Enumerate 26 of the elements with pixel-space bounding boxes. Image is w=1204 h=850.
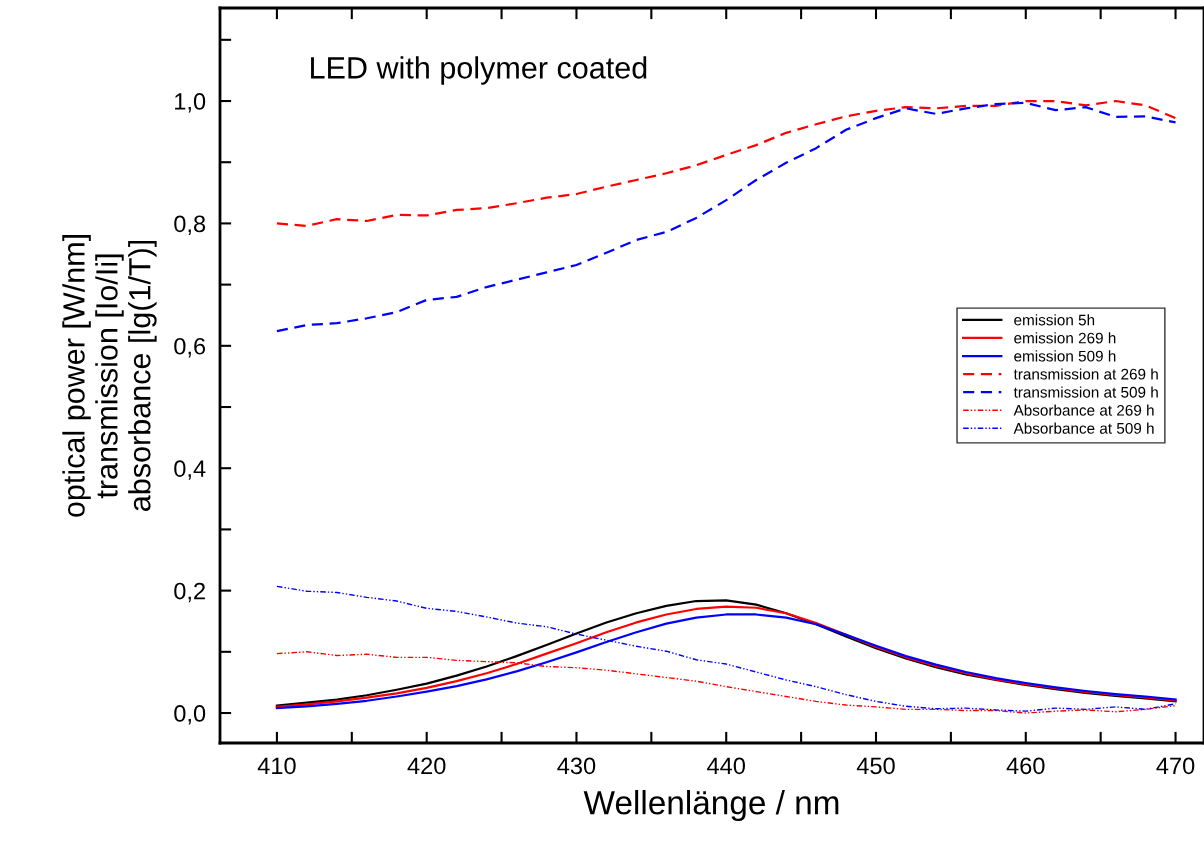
- x-tick-label: 440: [707, 757, 745, 775]
- y-tick-label: 0,8: [174, 215, 206, 235]
- y-tick-label: 0,0: [174, 705, 206, 725]
- x-tick-label: 430: [557, 757, 596, 775]
- legend-label: Absorbance at 509 h: [1013, 422, 1154, 434]
- y-tick-label: 0,2: [174, 582, 205, 603]
- text: LED with polymer coated: [311, 56, 647, 85]
- x-tick-label: 470: [1156, 757, 1195, 775]
- legend-label: transmission at 269 h: [1013, 368, 1158, 380]
- x-tick-label: 410: [257, 757, 296, 775]
- legend-label: emission 269 h: [1014, 332, 1116, 344]
- x-tick-label: 460: [1006, 757, 1045, 775]
- x-tick-label: 450: [856, 757, 895, 775]
- line-series: [276, 585, 1177, 712]
- x-tick-label: 420: [407, 757, 446, 775]
- y-tick-label: 0,6: [174, 337, 206, 358]
- legend-label: transmission at 509 h: [1013, 386, 1158, 398]
- line-series: [275, 101, 1177, 333]
- legend-label: emission 5h: [1014, 314, 1095, 326]
- y-tick-label: 1,0: [175, 93, 206, 113]
- legend-label: Absorbance at 269 h: [1013, 404, 1154, 416]
- line-series: [275, 99, 1177, 227]
- x-axis-title: Wellenlänge / nm: [583, 790, 839, 822]
- legend-label: emission 509 h: [1014, 350, 1116, 362]
- y-axis-title: optical power [W/nm] transmission [Io/Ii] absorbance [lg(1/T)]: [62, 235, 157, 517]
- y-tick-label: 0,4: [174, 460, 206, 480]
